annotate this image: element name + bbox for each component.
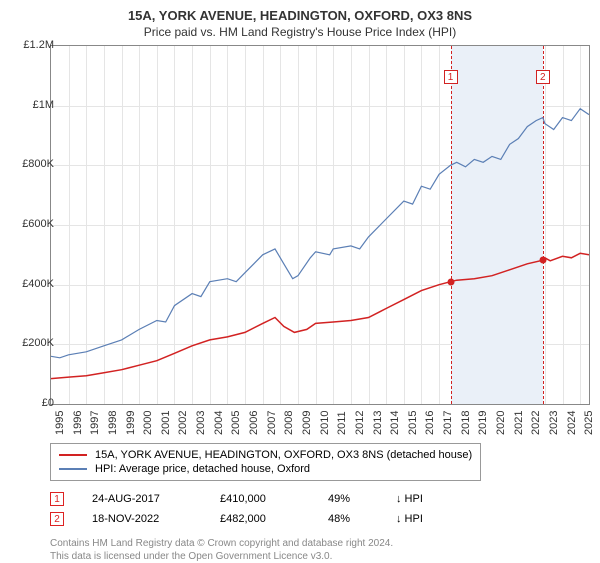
sale-row: 1 24-AUG-2017 £410,000 49% ↓ HPI xyxy=(50,489,600,509)
footer-line-2: This data is licensed under the Open Gov… xyxy=(50,550,600,563)
legend: 15A, YORK AVENUE, HEADINGTON, OXFORD, OX… xyxy=(50,443,481,481)
sale-marker-dot xyxy=(447,278,454,285)
legend-swatch xyxy=(59,468,87,470)
y-tick-label: £600K xyxy=(9,218,54,230)
y-tick-label: £0 xyxy=(9,397,54,409)
x-tick-label: 2006 xyxy=(248,411,260,435)
legend-item: 15A, YORK AVENUE, HEADINGTON, OXFORD, OX… xyxy=(59,448,472,462)
y-tick-label: £1M xyxy=(9,99,54,111)
legend-label: HPI: Average price, detached house, Oxfo… xyxy=(95,463,310,475)
x-tick-label: 2010 xyxy=(319,411,331,435)
sale-marker: 2 xyxy=(50,512,64,526)
series-line xyxy=(51,109,589,358)
x-tick-label: 1996 xyxy=(72,411,84,435)
sale-date: 18-NOV-2022 xyxy=(92,513,192,525)
x-tick-label: 2007 xyxy=(266,411,278,435)
x-tick-label: 2001 xyxy=(160,411,172,435)
sale-marker-dot xyxy=(539,257,546,264)
sale-price: £410,000 xyxy=(220,493,300,505)
chart-plot-area: 12 xyxy=(50,45,590,405)
x-tick-label: 2012 xyxy=(354,411,366,435)
x-tick-label: 1997 xyxy=(89,411,101,435)
x-tick-label: 1995 xyxy=(54,411,66,435)
legend-label: 15A, YORK AVENUE, HEADINGTON, OXFORD, OX… xyxy=(95,449,472,461)
sales-table: 1 24-AUG-2017 £410,000 49% ↓ HPI 2 18-NOV-2022… xyxy=(50,489,600,529)
footer-line-1: Contains HM Land Registry data © Crown c… xyxy=(50,537,600,550)
y-tick-label: £200K xyxy=(9,337,54,349)
y-tick-label: £1.2M xyxy=(9,39,54,51)
sale-pct: 49% xyxy=(328,493,368,505)
x-tick-label: 2015 xyxy=(407,411,419,435)
legend-swatch xyxy=(59,454,87,456)
sale-date: 24-AUG-2017 xyxy=(92,493,192,505)
chart-title: 15A, YORK AVENUE, HEADINGTON, OXFORD, OX… xyxy=(0,0,600,23)
x-tick-label: 2000 xyxy=(142,411,154,435)
x-tick-label: 2004 xyxy=(213,411,225,435)
x-tick-label: 2020 xyxy=(495,411,507,435)
x-tick-label: 2009 xyxy=(301,411,313,435)
x-tick-label: 2011 xyxy=(336,411,348,435)
chart-lines xyxy=(51,46,589,404)
x-tick-label: 2014 xyxy=(389,411,401,435)
legend-item: HPI: Average price, detached house, Oxfo… xyxy=(59,462,472,476)
x-tick-label: 2005 xyxy=(230,411,242,435)
x-tick-label: 1998 xyxy=(107,411,119,435)
x-tick-label: 2024 xyxy=(566,411,578,435)
x-tick-label: 2003 xyxy=(195,411,207,435)
chart-subtitle: Price paid vs. HM Land Registry's House … xyxy=(0,23,600,45)
y-tick-label: £400K xyxy=(9,278,54,290)
x-tick-label: 2023 xyxy=(548,411,560,435)
x-tick-label: 2016 xyxy=(424,411,436,435)
sale-marker: 1 xyxy=(50,492,64,506)
x-tick-label: 2022 xyxy=(530,411,542,435)
series-line xyxy=(51,253,589,378)
x-tick-label: 2021 xyxy=(513,411,525,435)
sale-price: £482,000 xyxy=(220,513,300,525)
sale-row: 2 18-NOV-2022 £482,000 48% ↓ HPI xyxy=(50,509,600,529)
x-tick-label: 1999 xyxy=(125,411,137,435)
sale-arrow: ↓ HPI xyxy=(396,513,423,525)
x-tick-label: 2013 xyxy=(372,411,384,435)
x-tick-label: 2019 xyxy=(477,411,489,435)
footer-attribution: Contains HM Land Registry data © Crown c… xyxy=(50,537,600,563)
x-tick-label: 2018 xyxy=(460,411,472,435)
x-tick-label: 2008 xyxy=(283,411,295,435)
x-tick-label: 2017 xyxy=(442,411,454,435)
sale-pct: 48% xyxy=(328,513,368,525)
x-tick-label: 2002 xyxy=(177,411,189,435)
y-tick-label: £800K xyxy=(9,158,54,170)
x-tick-label: 2025 xyxy=(583,411,595,435)
sale-arrow: ↓ HPI xyxy=(396,493,423,505)
